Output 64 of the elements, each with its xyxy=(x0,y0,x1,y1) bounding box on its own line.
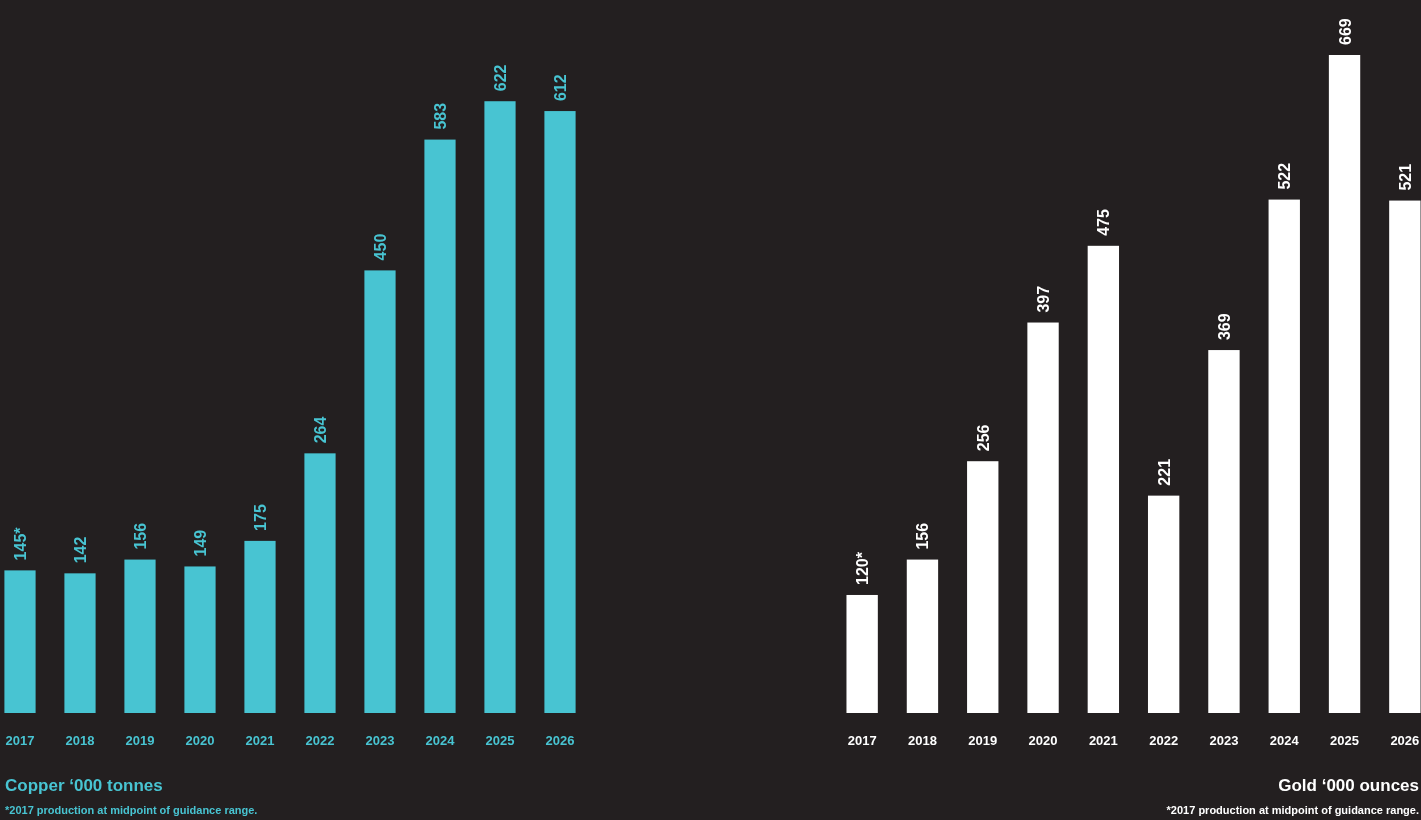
text: Gold ‘000 ounces xyxy=(1278,776,1419,795)
x-tick-label: 2019 xyxy=(125,733,155,748)
data-label: 264 xyxy=(312,416,329,444)
data-label: 369 xyxy=(1215,313,1233,341)
x-tick-label: 2025 xyxy=(1330,733,1360,748)
text: *2017 production at midpoint of guidance range. xyxy=(5,804,258,816)
x-tick-label: 2026 xyxy=(1390,733,1420,748)
x-tick-label: 2026 xyxy=(545,733,575,748)
data-label: 583 xyxy=(432,102,449,130)
data-label: 156 xyxy=(914,522,932,550)
bar xyxy=(484,101,516,713)
x-tick-label: 2021 xyxy=(1088,733,1118,748)
bar xyxy=(244,540,276,713)
bar xyxy=(1027,322,1059,713)
data-label: 120* xyxy=(854,551,872,585)
bar xyxy=(846,594,878,713)
x-tick-label: 2017 xyxy=(5,733,35,748)
bar xyxy=(1087,245,1120,713)
x-tick-label: 2022 xyxy=(1149,733,1179,748)
bar xyxy=(1389,200,1421,713)
bar xyxy=(4,570,36,713)
x-tick-label: 2019 xyxy=(968,733,998,748)
x-tick-label: 2021 xyxy=(245,733,275,748)
text: *2017 production at midpoint of guidance range. xyxy=(1166,804,1419,816)
x-tick-label: 2023 xyxy=(1209,733,1239,748)
data-label: 522 xyxy=(1276,162,1294,190)
bar xyxy=(967,461,999,713)
bar xyxy=(544,111,576,713)
bar xyxy=(424,139,456,713)
data-label: 622 xyxy=(492,64,509,92)
data-label: 612 xyxy=(552,74,569,102)
data-label: 397 xyxy=(1035,285,1053,313)
data-label: 521 xyxy=(1396,163,1414,191)
text: Copper ‘000 tonnes xyxy=(5,776,163,795)
bar xyxy=(1328,55,1361,713)
bar xyxy=(124,559,156,713)
data-label: 450 xyxy=(372,233,389,261)
data-label: 669 xyxy=(1336,18,1354,45)
data-label: 221 xyxy=(1155,458,1173,486)
bar xyxy=(906,559,939,713)
x-tick-label: 2022 xyxy=(305,733,335,748)
data-label: 149 xyxy=(192,529,209,557)
x-tick-label: 2018 xyxy=(65,733,95,748)
data-label: 156 xyxy=(132,522,149,550)
bar xyxy=(1147,495,1180,713)
data-label: 256 xyxy=(974,424,992,452)
data-label: 475 xyxy=(1095,209,1113,236)
data-label: 142 xyxy=(72,536,89,564)
bar xyxy=(1268,199,1300,713)
x-tick-label: 2017 xyxy=(847,733,877,748)
bar xyxy=(304,453,336,713)
x-tick-label: 2020 xyxy=(185,733,215,748)
bar xyxy=(364,270,396,713)
x-tick-label: 2023 xyxy=(365,733,395,748)
data-label: 175 xyxy=(252,504,269,531)
x-tick-label: 2024 xyxy=(1269,733,1300,748)
bar xyxy=(64,573,96,713)
x-tick-label: 2020 xyxy=(1028,733,1058,748)
bar xyxy=(184,566,216,713)
x-tick-label: 2025 xyxy=(485,733,515,748)
data-label: 145* xyxy=(12,526,29,561)
bar xyxy=(1208,350,1240,713)
x-tick-label: 2018 xyxy=(907,733,937,748)
x-tick-label: 2024 xyxy=(425,733,456,748)
